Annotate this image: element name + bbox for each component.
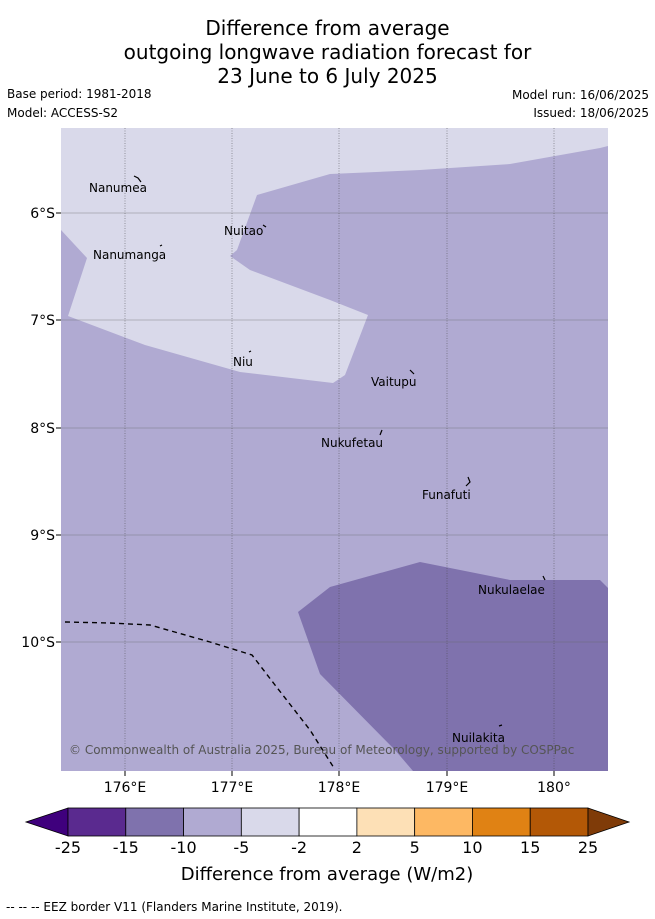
issued-date: Issued: 18/06/2025 xyxy=(533,106,649,120)
copyright-notice: © Commonwealth of Australia 2025, Bureau… xyxy=(69,743,574,757)
model-name: Model: ACCESS-S2 xyxy=(7,106,119,120)
colorbar-box xyxy=(67,807,127,837)
island-label-niu: Niu xyxy=(233,355,253,369)
title-line-2: outgoing longwave radiation forecast for xyxy=(123,40,532,64)
island-label-nanumea: Nanumea xyxy=(89,181,147,195)
island-mark-nukufetau xyxy=(379,429,383,436)
colorbar-box xyxy=(125,807,184,837)
island-marks xyxy=(133,175,546,727)
x-tick-label-179: 179°E xyxy=(426,780,469,796)
y-tick-label-8: 8°S xyxy=(30,421,55,437)
colorbar-tick-label: 25 xyxy=(578,838,598,857)
colorbar-tick-label: 15 xyxy=(520,838,540,857)
island-label-nukufetau: Nukufetau xyxy=(321,436,383,450)
island-mark-nanumanga xyxy=(159,244,163,247)
colorbar-box xyxy=(472,807,531,837)
colorbar-tick-label: -5 xyxy=(233,838,249,857)
island-mark-niu xyxy=(248,350,252,353)
colorbar-title: Difference from average (W/m2) xyxy=(181,864,473,885)
colorbar-box xyxy=(183,807,242,837)
colorbar-extend-low xyxy=(24,807,69,837)
colorbar-tick-labels: -25 -15 -10 -5 -2 2 5 10 15 25 xyxy=(55,838,598,857)
island-mark-vaitupu xyxy=(409,369,415,375)
colorbar xyxy=(24,807,631,837)
island-labels: Nanumea Nuitao Nanumanga Niu Vaitupu Nuk… xyxy=(89,181,545,745)
x-axis: 176°E 177°E 178°E 179°E 180° xyxy=(104,771,571,796)
eez-legend-note: -- -- -- EEZ border V11 (Flanders Marine… xyxy=(6,900,343,914)
base-period: Base period: 1981-2018 xyxy=(7,87,152,101)
island-mark-nukulaelae xyxy=(542,575,546,581)
gridlines xyxy=(124,128,555,771)
island-label-nanumanga: Nanumanga xyxy=(93,248,166,262)
colorbar-box xyxy=(298,807,358,837)
y-axis: 6°S 7°S 8°S 9°S 10°S xyxy=(21,206,61,651)
model-run: Model run: 16/06/2025 xyxy=(511,88,649,102)
x-tick-label-177: 177°E xyxy=(211,780,254,796)
island-label-funafuti: Funafuti xyxy=(422,488,471,502)
colorbar-tick-label: -10 xyxy=(170,838,196,857)
anomaly-region-light xyxy=(61,128,608,383)
colorbar-box xyxy=(356,807,416,837)
title-line-3: 23 June to 6 July 2025 xyxy=(217,64,438,88)
title-line-1: Difference from average xyxy=(205,16,450,40)
island-label-vaitupu: Vaitupu xyxy=(371,375,417,389)
colorbar-tick-label: -15 xyxy=(113,838,139,857)
y-tick-label-6: 6°S xyxy=(30,206,55,222)
y-tick-label-9: 9°S xyxy=(30,528,55,544)
y-tick-label-10: 10°S xyxy=(21,635,55,651)
colorbar-tick-label: 10 xyxy=(462,838,482,857)
island-label-nukulaelae: Nukulaelae xyxy=(478,583,545,597)
colorbar-tick-label: -2 xyxy=(291,838,307,857)
colorbar-tick-label: 5 xyxy=(410,838,420,857)
map-panel: Nanumea Nuitao Nanumanga Niu Vaitupu Nuk… xyxy=(61,128,608,771)
island-mark-funafuti xyxy=(465,476,471,487)
x-tick-label-178: 178°E xyxy=(318,780,361,796)
colorbar-box xyxy=(240,807,300,837)
colorbar-tick-label: 2 xyxy=(352,838,362,857)
colorbar-extend-high xyxy=(587,807,631,837)
island-label-nuitao: Nuitao xyxy=(224,224,263,238)
lat-gridlines xyxy=(61,212,608,643)
island-mark-nanumea xyxy=(133,175,142,183)
x-tick-label-180: 180° xyxy=(537,780,571,796)
island-label-nuilakita: Nuilakita xyxy=(452,731,505,745)
anomaly-region-dark xyxy=(298,562,608,771)
colorbar-box xyxy=(529,807,589,837)
map-title: Difference from average outgoing longwav… xyxy=(0,16,655,88)
colorbar-box xyxy=(414,807,473,837)
y-tick-label-7: 7°S xyxy=(30,313,55,329)
island-mark-nuitao xyxy=(262,224,267,228)
x-tick-label-176: 176°E xyxy=(104,780,147,796)
island-mark-nuilakita xyxy=(498,724,503,727)
colorbar-tick-label: -25 xyxy=(55,838,81,857)
